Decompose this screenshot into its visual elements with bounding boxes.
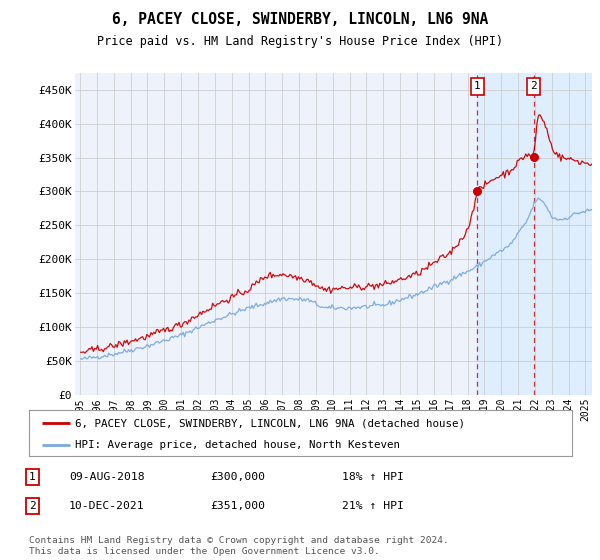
Text: £351,000: £351,000: [210, 501, 265, 511]
Text: 10-DEC-2021: 10-DEC-2021: [69, 501, 145, 511]
Text: 2: 2: [530, 81, 537, 91]
Text: 6, PACEY CLOSE, SWINDERBY, LINCOLN, LN6 9NA: 6, PACEY CLOSE, SWINDERBY, LINCOLN, LN6 …: [112, 12, 488, 27]
Bar: [478, 73, 592, 395]
Text: 1: 1: [474, 81, 481, 91]
Text: 18% ↑ HPI: 18% ↑ HPI: [342, 472, 404, 482]
Text: £300,000: £300,000: [210, 472, 265, 482]
Text: 09-AUG-2018: 09-AUG-2018: [69, 472, 145, 482]
Text: HPI: Average price, detached house, North Kesteven: HPI: Average price, detached house, Nort…: [75, 440, 400, 450]
Text: Contains HM Land Registry data © Crown copyright and database right 2024.
This d: Contains HM Land Registry data © Crown c…: [29, 536, 449, 556]
Text: 2: 2: [29, 501, 35, 511]
Text: 21% ↑ HPI: 21% ↑ HPI: [342, 501, 404, 511]
Text: Price paid vs. HM Land Registry's House Price Index (HPI): Price paid vs. HM Land Registry's House …: [97, 35, 503, 48]
Text: 6, PACEY CLOSE, SWINDERBY, LINCOLN, LN6 9NA (detached house): 6, PACEY CLOSE, SWINDERBY, LINCOLN, LN6 …: [75, 418, 465, 428]
Text: 1: 1: [29, 472, 35, 482]
